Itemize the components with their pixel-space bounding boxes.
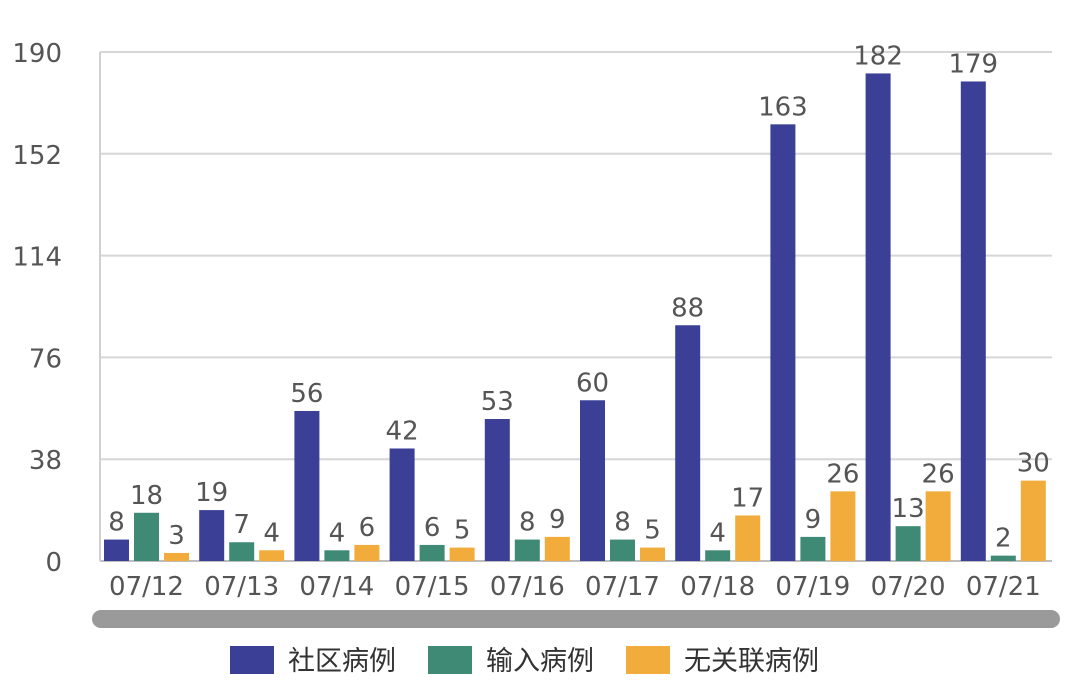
bar bbox=[1020, 480, 1046, 561]
x-tick-label: 07/16 bbox=[490, 572, 565, 602]
x-tick-label: 07/13 bbox=[204, 572, 279, 602]
bar bbox=[259, 550, 285, 561]
bar bbox=[354, 544, 380, 561]
grid-lines bbox=[99, 51, 1052, 562]
bar bbox=[449, 547, 475, 561]
bar bbox=[389, 448, 415, 561]
bar bbox=[104, 539, 129, 561]
x-tick-label: 07/18 bbox=[680, 572, 755, 602]
data-label: 5 bbox=[644, 516, 661, 546]
data-label: 8 bbox=[108, 508, 125, 538]
y-tick-label: 190 bbox=[12, 39, 62, 69]
data-label: 3 bbox=[168, 521, 185, 551]
bar bbox=[580, 400, 605, 561]
data-label: 179 bbox=[948, 49, 998, 79]
data-label: 8 bbox=[519, 508, 536, 538]
legend: 社区病例 输入病例 无关联病例 bbox=[230, 646, 819, 677]
data-label: 4 bbox=[263, 518, 280, 548]
bar bbox=[134, 512, 159, 561]
data-label: 2 bbox=[995, 524, 1012, 554]
bar bbox=[229, 542, 255, 561]
y-tick-label: 152 bbox=[12, 141, 62, 171]
data-label: 4 bbox=[329, 518, 346, 548]
bar bbox=[705, 550, 731, 561]
data-label: 5 bbox=[454, 516, 471, 546]
legend-swatch bbox=[230, 646, 274, 674]
bar bbox=[735, 515, 761, 561]
data-label: 17 bbox=[731, 483, 764, 513]
bar bbox=[294, 410, 320, 561]
bar bbox=[830, 491, 856, 561]
data-label: 6 bbox=[424, 513, 441, 543]
y-tick-label: 0 bbox=[45, 548, 62, 578]
bar bbox=[514, 539, 540, 561]
data-label: 60 bbox=[576, 368, 609, 398]
bar bbox=[324, 550, 350, 561]
data-label: 88 bbox=[671, 293, 704, 323]
y-tick-label: 76 bbox=[29, 344, 62, 374]
bar bbox=[925, 491, 951, 561]
legend-label: 社区病例 bbox=[288, 646, 396, 677]
bar bbox=[770, 124, 796, 562]
bar bbox=[164, 552, 189, 561]
bar bbox=[895, 526, 921, 561]
data-label: 56 bbox=[290, 379, 323, 409]
legend-label: 输入病例 bbox=[486, 646, 594, 677]
data-label: 7 bbox=[233, 510, 250, 540]
bar bbox=[199, 510, 225, 561]
horizontal-scrollbar[interactable] bbox=[92, 610, 1060, 628]
data-label: 182 bbox=[853, 41, 903, 71]
data-label: 163 bbox=[758, 92, 808, 122]
data-label: 42 bbox=[386, 416, 419, 446]
x-tick-label: 07/19 bbox=[775, 572, 850, 602]
bar bbox=[865, 73, 891, 561]
y-tick-label: 38 bbox=[29, 446, 62, 476]
data-label: 6 bbox=[359, 513, 376, 543]
x-axis-ticks: 07/12 07/13 07/14 07/15 07/16 07/17 07/18 07/19… bbox=[109, 572, 1041, 602]
bar bbox=[990, 555, 1016, 561]
data-label: 13 bbox=[892, 494, 925, 524]
bar bbox=[419, 544, 445, 561]
data-label: 8 bbox=[614, 508, 631, 538]
bar bbox=[800, 536, 826, 561]
y-axis-ticks: 0 38 76 114 152 190 bbox=[12, 39, 62, 578]
bar bbox=[640, 547, 665, 561]
bar bbox=[960, 81, 986, 562]
data-label: 18 bbox=[130, 481, 163, 511]
data-label: 4 bbox=[709, 518, 726, 548]
legend-swatch bbox=[626, 646, 670, 674]
bar bbox=[484, 419, 510, 561]
data-label: 26 bbox=[826, 459, 859, 489]
legend-swatch bbox=[428, 646, 472, 674]
x-tick-label: 07/14 bbox=[299, 572, 374, 602]
data-label: 9 bbox=[549, 505, 566, 535]
bars bbox=[104, 73, 1046, 562]
data-label: 19 bbox=[195, 478, 228, 508]
y-tick-label: 114 bbox=[12, 243, 62, 273]
legend-label: 无关联病例 bbox=[684, 646, 819, 677]
data-label: 26 bbox=[922, 459, 955, 489]
data-label: 9 bbox=[805, 505, 822, 535]
bar bbox=[610, 539, 635, 561]
x-tick-label: 07/12 bbox=[109, 572, 184, 602]
bar bbox=[675, 325, 701, 561]
x-tick-label: 07/21 bbox=[966, 572, 1041, 602]
bar bbox=[544, 536, 570, 561]
x-tick-label: 07/15 bbox=[395, 572, 470, 602]
data-label: 30 bbox=[1017, 449, 1050, 479]
x-tick-label: 07/17 bbox=[585, 572, 660, 602]
x-tick-label: 07/20 bbox=[871, 572, 946, 602]
data-label: 53 bbox=[481, 387, 514, 417]
